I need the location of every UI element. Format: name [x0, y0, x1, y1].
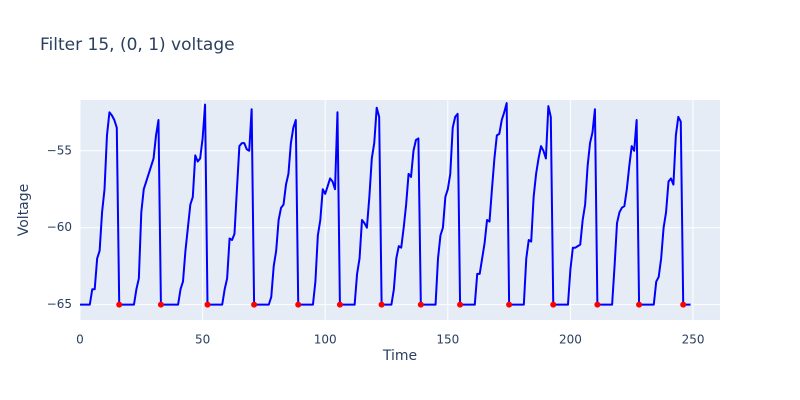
x-tick-label: 250 [682, 333, 705, 347]
data-point [116, 301, 123, 308]
x-tick-label: 200 [559, 333, 582, 347]
data-point [295, 301, 302, 308]
x-tick-label: 100 [314, 333, 337, 347]
x-tick-label: 0 [76, 333, 84, 347]
plot-area [80, 100, 720, 320]
y-axis-title: Voltage [16, 184, 32, 237]
data-point [336, 301, 343, 308]
data-point [636, 301, 643, 308]
y-tick-label: −60 [47, 220, 72, 234]
data-line [80, 102, 691, 306]
data-point [680, 301, 687, 308]
data-point [417, 301, 424, 308]
data-point [251, 301, 258, 308]
y-tick-label: −55 [47, 143, 72, 157]
data-point [457, 301, 464, 308]
x-tick-label: 150 [436, 333, 459, 347]
x-axis-title: Time [382, 348, 417, 364]
data-point [204, 301, 211, 308]
data-point [594, 301, 601, 308]
y-tick-label: −65 [47, 297, 72, 311]
data-point [550, 301, 557, 308]
chart-title: Filter 15, (0, 1) voltage [40, 35, 235, 55]
data-point [157, 301, 164, 308]
x-tick-label: 50 [195, 333, 210, 347]
data-point [378, 301, 385, 308]
data-point [506, 301, 513, 308]
